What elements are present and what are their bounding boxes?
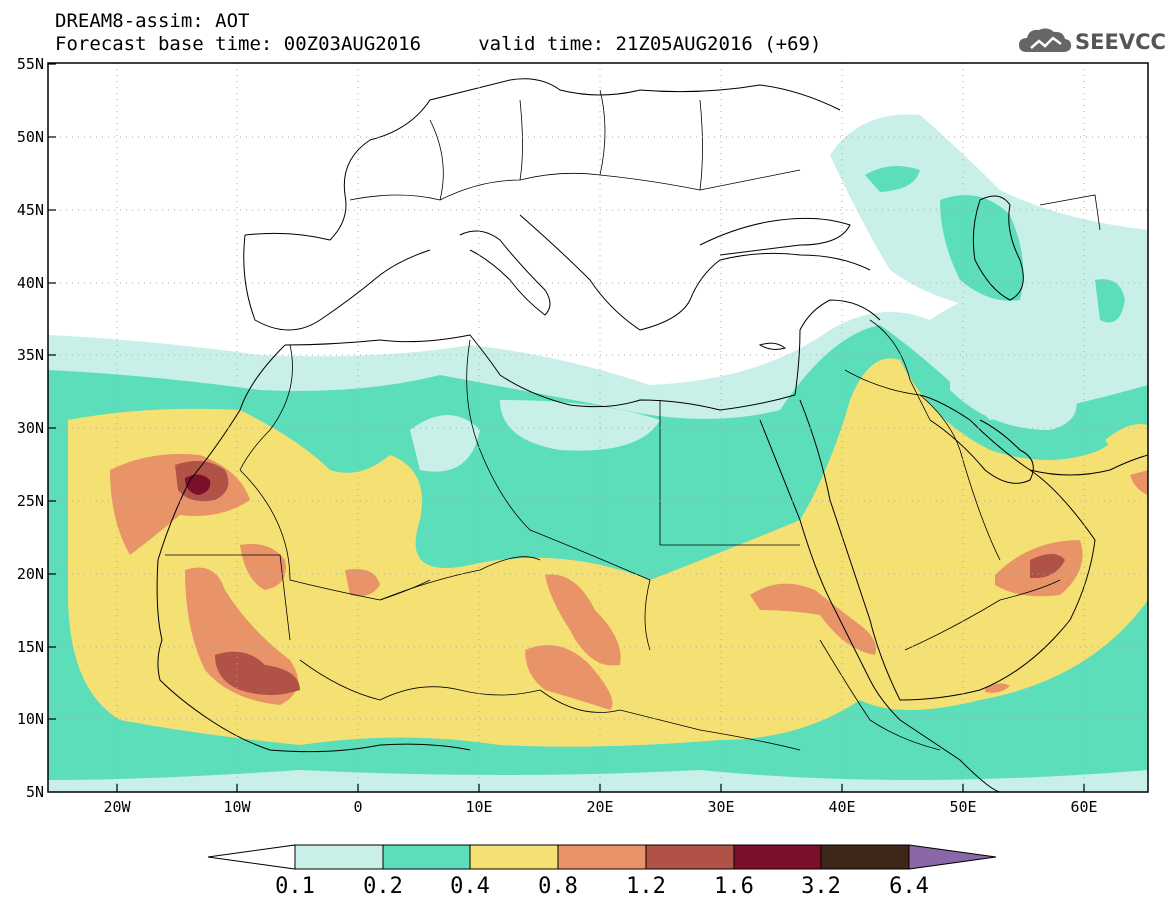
colorbar-swatch (820, 844, 910, 870)
aot-band-0.2-north (865, 166, 920, 192)
lon-label: 30E (707, 798, 734, 816)
colorbar (207, 844, 997, 870)
map-title: DREAM8-assim: AOT (55, 10, 250, 32)
seevccc-logo: SEEVCCC (1017, 24, 1165, 58)
border-algeria-libya (466, 339, 531, 531)
border-yemen (904, 579, 1061, 651)
border-europe-internal (349, 169, 801, 201)
colorbar-label: 6.4 (889, 874, 929, 899)
country-borders (165, 89, 1101, 751)
coast-red-sea-west (759, 419, 901, 721)
aot-patch-light-egypt (500, 400, 660, 451)
aot-band-0.2-east (940, 195, 1024, 301)
border-kazakh (1039, 194, 1101, 231)
coast-west-africa (156, 344, 471, 753)
lat-label: 30N (17, 419, 44, 437)
coastlines (156, 78, 1148, 792)
colorbar-swatch (557, 844, 647, 870)
coast-iran (1029, 454, 1148, 476)
lat-label: 15N (17, 638, 44, 656)
axis-ticks (48, 63, 1085, 792)
colorbar-swatch (645, 844, 735, 870)
colorbar-swatch (294, 844, 384, 870)
border-niger (379, 556, 541, 601)
aot-patch-light-iran (950, 348, 1077, 430)
lat-label: 20N (17, 565, 44, 583)
coast-caspian (972, 195, 1024, 301)
lon-label: 60E (1070, 798, 1097, 816)
aot-shading (48, 114, 1148, 792)
lon-label: 40E (828, 798, 855, 816)
coast-horn (899, 719, 1001, 792)
colorbar-swatch (733, 844, 822, 870)
border-chad (529, 529, 651, 651)
colorbar-label: 1.2 (626, 874, 666, 899)
lon-label: 20W (103, 798, 131, 816)
colorbar-label: 3.2 (801, 874, 841, 899)
lon-label: 20E (586, 798, 613, 816)
aot-patch-orange-niger (545, 574, 621, 666)
coast-north-africa (284, 334, 796, 411)
colorbar-label: 0.1 (275, 874, 315, 899)
aot-patch-orange-chad (525, 645, 613, 710)
lon-label: 50E (949, 798, 976, 816)
aot-band-0.4 (68, 358, 1148, 747)
aot-patch-light-libya (410, 415, 480, 472)
colorbar-low-arrow (207, 844, 296, 870)
border-central-africa (539, 689, 801, 751)
logo-text: SEEVCCC (1075, 30, 1165, 54)
aot-patch-orange-gulf (1130, 470, 1148, 495)
lat-label: 45N (17, 201, 44, 219)
aot-patch-brown-mali (215, 651, 300, 695)
border-algeria-mali (239, 469, 431, 601)
colorbar-label: 0.8 (538, 874, 578, 899)
lat-label: 25N (17, 492, 44, 510)
border-morocco-algeria (239, 344, 293, 471)
colorbar-label: 0.2 (363, 874, 403, 899)
lon-label: 0 (353, 798, 362, 816)
coast-europe (244, 78, 841, 241)
coast-balkans (519, 214, 871, 331)
coast-iberia (243, 234, 431, 331)
border-saudi (844, 369, 1001, 561)
coast-cyprus (758, 342, 787, 350)
colorbar-high-arrow (908, 844, 997, 870)
coast-persian-gulf (929, 419, 1034, 484)
lon-label: 10E (465, 798, 492, 816)
lat-label: 35N (17, 346, 44, 364)
border-europe-internal2 (429, 89, 703, 201)
lat-label: 10N (17, 710, 44, 728)
colorbar-label: 0.4 (450, 874, 490, 899)
border-ethiopia (819, 639, 941, 751)
aot-patch-orange-algeria2 (345, 569, 380, 597)
colorbar-labels: 0.1 0.2 0.4 0.8 1.2 1.6 3.2 6.4 (275, 874, 929, 899)
aot-patch-maroon (185, 474, 211, 495)
latitude-labels: 55N 50N 45N 40N 35N 30N 25N 20N 15N 10N … (17, 55, 44, 801)
aot-patch-brown-oman (1030, 554, 1065, 579)
border-sahel (299, 659, 541, 701)
aot-patch-orange-algeria (240, 544, 286, 590)
forecast-time-line: Forecast base time: 00Z03AUG2016 valid t… (55, 33, 822, 55)
border-iraq (869, 319, 931, 421)
lat-label: 5N (26, 783, 44, 801)
coast-levant (794, 299, 881, 396)
longitude-labels: 20W 10W 0 10E 20E 30E 40E 50E 60E (103, 798, 1097, 816)
coast-arabia (799, 394, 1096, 701)
border-mali-mauritania (165, 554, 291, 641)
colorbar-swatch (469, 844, 559, 870)
colorbar-swatch (382, 844, 471, 870)
aot-patch-orange-yemen (985, 683, 1010, 693)
aot-patch-orange-sudan (750, 583, 876, 655)
lon-label: 10W (223, 798, 251, 816)
cloud-icon (1019, 28, 1072, 52)
lat-label: 55N (17, 55, 44, 73)
lat-label: 40N (17, 274, 44, 292)
coast-italy (459, 230, 551, 316)
coast-black-sea (699, 217, 851, 256)
aot-band-0.2-east2 (1095, 279, 1125, 323)
lat-label: 50N (17, 128, 44, 146)
colorbar-label: 1.6 (714, 874, 754, 899)
